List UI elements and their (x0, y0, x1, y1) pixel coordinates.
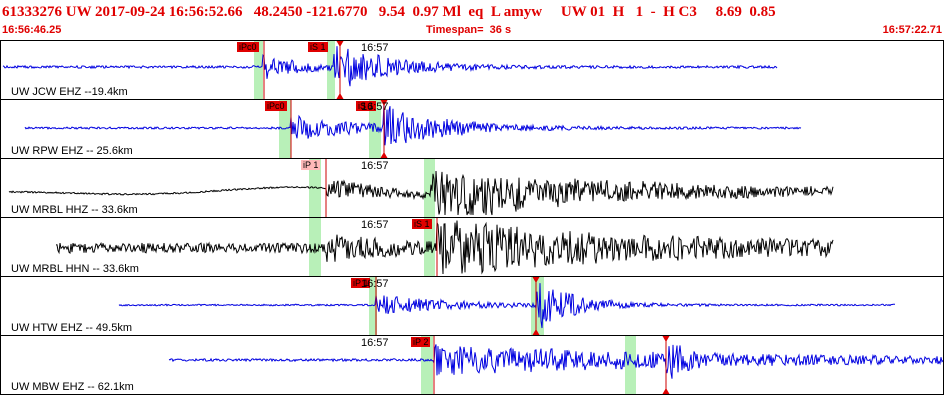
pick-marker-top[interactable] (336, 41, 344, 47)
pick-label-p[interactable]: iP 1 (301, 160, 321, 170)
pick-label-s[interactable]: iS 1 (412, 219, 432, 229)
pick-marker-bottom[interactable] (662, 388, 670, 394)
pick-marker-bottom[interactable] (336, 93, 344, 99)
waveform-canvas[interactable] (1, 41, 943, 99)
pick-label-p[interactable]: iPc0 (237, 42, 259, 52)
station-label: UW MRBL HHN -- 33.6km (11, 263, 139, 275)
waveform-canvas[interactable] (1, 159, 943, 217)
timespan-label: Timespan= 36 s (426, 24, 512, 36)
analysis-window (369, 100, 381, 158)
seismogram-panel-mbw-ehz[interactable]: iP 2 16:57 UW MBW EHZ -- 62.1km (0, 335, 944, 395)
waveform-trace (8, 170, 834, 216)
window-end-time: 16:57:22.71 (882, 24, 942, 36)
analysis-window (369, 277, 377, 335)
waveform-trace (55, 220, 834, 275)
minute-tick-label: 16:57 (361, 337, 389, 349)
pick-marker-top[interactable] (532, 277, 540, 283)
waveform-trace (2, 46, 778, 87)
pick-label-p[interactable]: iP 2 (411, 337, 431, 347)
seismogram-panel-mrbl-hhz[interactable]: iP 1 16:57 UW MRBL HHZ -- 33.6km (0, 158, 944, 218)
analysis-window (625, 336, 636, 394)
minute-tick-label: 16:57 (361, 101, 389, 113)
waveform-canvas[interactable] (1, 277, 943, 335)
analysis-window (309, 159, 321, 217)
event-summary-title: 61333276 UW 2017-09-24 16:56:52.66 48.24… (2, 4, 776, 20)
pick-marker-top[interactable] (662, 336, 670, 342)
analysis-window (421, 336, 433, 394)
minute-tick-label: 16:57 (361, 278, 389, 290)
station-label: UW MBW EHZ -- 62.1km (11, 381, 134, 393)
waveform-trace (118, 283, 896, 329)
seismogram-panel-mrbl-hhn[interactable]: iS 1 16:57 UW MRBL HHN -- 33.6km (0, 217, 944, 277)
waveform-canvas[interactable] (1, 218, 943, 276)
pick-label-p[interactable]: iP 1 (351, 278, 371, 288)
analysis-window (327, 41, 335, 99)
pick-marker-bottom[interactable] (380, 152, 388, 158)
waveform-canvas[interactable] (1, 336, 943, 394)
minute-tick-label: 16:57 (361, 160, 389, 172)
waveform-trace (24, 102, 802, 146)
analysis-window (424, 159, 435, 217)
pick-label-s[interactable]: iS 1 (308, 42, 328, 52)
station-label: UW JCW EHZ --19.4km (11, 86, 128, 98)
pick-marker-bottom[interactable] (532, 329, 540, 335)
pick-marker-top[interactable] (380, 100, 388, 106)
minute-tick-label: 16:57 (361, 219, 389, 231)
window-start-time: 16:56:46.25 (2, 24, 62, 36)
station-label: UW HTW EHZ -- 49.5km (11, 322, 132, 334)
event-header: 61333276 UW 2017-09-24 16:56:52.66 48.24… (0, 0, 944, 40)
station-label: UW RPW EHZ -- 25.6km (11, 145, 133, 157)
waveform-canvas[interactable] (1, 100, 943, 158)
minute-tick-label: 16:57 (361, 42, 389, 54)
seismogram-panel-htw-ehz[interactable]: iP 1 16:57 UW HTW EHZ -- 49.5km (0, 276, 944, 336)
station-label: UW MRBL HHZ -- 33.6km (11, 204, 138, 216)
seismogram-panels: iPc0 iS 1 16:57 UW JCW EHZ --19.4km iPc0… (0, 40, 944, 400)
waveform-trace (168, 344, 943, 379)
seismogram-panel-jcw-ehz[interactable]: iPc0 iS 1 16:57 UW JCW EHZ --19.4km (0, 40, 944, 100)
seismogram-panel-rpw-ehz[interactable]: iPc0 iS 1 16:57 UW RPW EHZ -- 25.6km (0, 99, 944, 159)
analysis-window (254, 41, 263, 99)
pick-label-p[interactable]: iPc0 (265, 101, 287, 111)
pick-label-s[interactable]: iS 1 (356, 101, 376, 111)
